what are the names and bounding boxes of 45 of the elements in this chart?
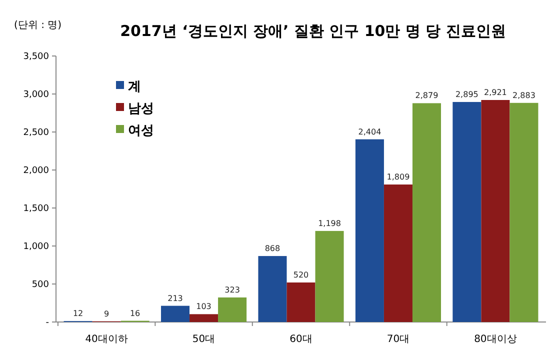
bar bbox=[384, 184, 412, 322]
bar bbox=[481, 100, 510, 322]
bar bbox=[258, 256, 287, 322]
data-label: 2,883 bbox=[512, 90, 536, 100]
data-label: 520 bbox=[293, 270, 309, 280]
bar bbox=[161, 306, 190, 322]
data-label: 1,198 bbox=[318, 218, 341, 228]
y-tick-label: - bbox=[46, 318, 49, 328]
legend-label: 남성 bbox=[128, 102, 154, 117]
chart-title: 2017년 ‘경도인지 장애’ 질환 인구 10만 명 당 진료인원 bbox=[120, 22, 506, 40]
legend-label: 여성 bbox=[128, 124, 154, 139]
bar bbox=[286, 282, 316, 322]
data-label: 213 bbox=[168, 294, 183, 303]
y-axis-title: (단위 : 명) bbox=[14, 20, 62, 31]
y-tick-label: 500 bbox=[32, 280, 50, 290]
x-tick-label: 40대이하 bbox=[85, 334, 128, 345]
data-label: 9 bbox=[104, 309, 110, 318]
y-tick-label: 2,500 bbox=[23, 128, 50, 138]
y-tick-label: 1,000 bbox=[23, 242, 50, 252]
bar bbox=[452, 102, 482, 322]
bar bbox=[412, 103, 441, 322]
data-label: 103 bbox=[196, 302, 212, 312]
bar bbox=[315, 230, 344, 322]
y-tick-label: 2,000 bbox=[23, 166, 50, 176]
data-label: 2,895 bbox=[455, 90, 478, 99]
data-label: 1,809 bbox=[386, 172, 410, 182]
bar bbox=[510, 102, 538, 322]
x-tick-label: 50대 bbox=[192, 334, 216, 345]
data-label: 2,404 bbox=[358, 127, 382, 136]
legend-label: 계 bbox=[128, 80, 141, 95]
data-label: 2,879 bbox=[415, 91, 438, 100]
data-label: 12 bbox=[72, 309, 84, 318]
y-tick-label: 1,500 bbox=[23, 204, 50, 214]
x-tick-label: 80대이상 bbox=[474, 334, 517, 345]
bar bbox=[190, 314, 218, 322]
data-label: 2,921 bbox=[484, 88, 507, 98]
bar bbox=[355, 139, 384, 322]
bar bbox=[218, 297, 247, 322]
data-label: 16 bbox=[130, 308, 140, 318]
y-tick-label: 3,500 bbox=[23, 52, 50, 62]
data-label: 323 bbox=[224, 285, 240, 294]
data-label: 868 bbox=[264, 244, 280, 254]
x-tick-label: 60대 bbox=[290, 334, 312, 345]
y-tick-label: 3,000 bbox=[23, 90, 50, 100]
x-tick-label: 70대 bbox=[386, 334, 410, 345]
